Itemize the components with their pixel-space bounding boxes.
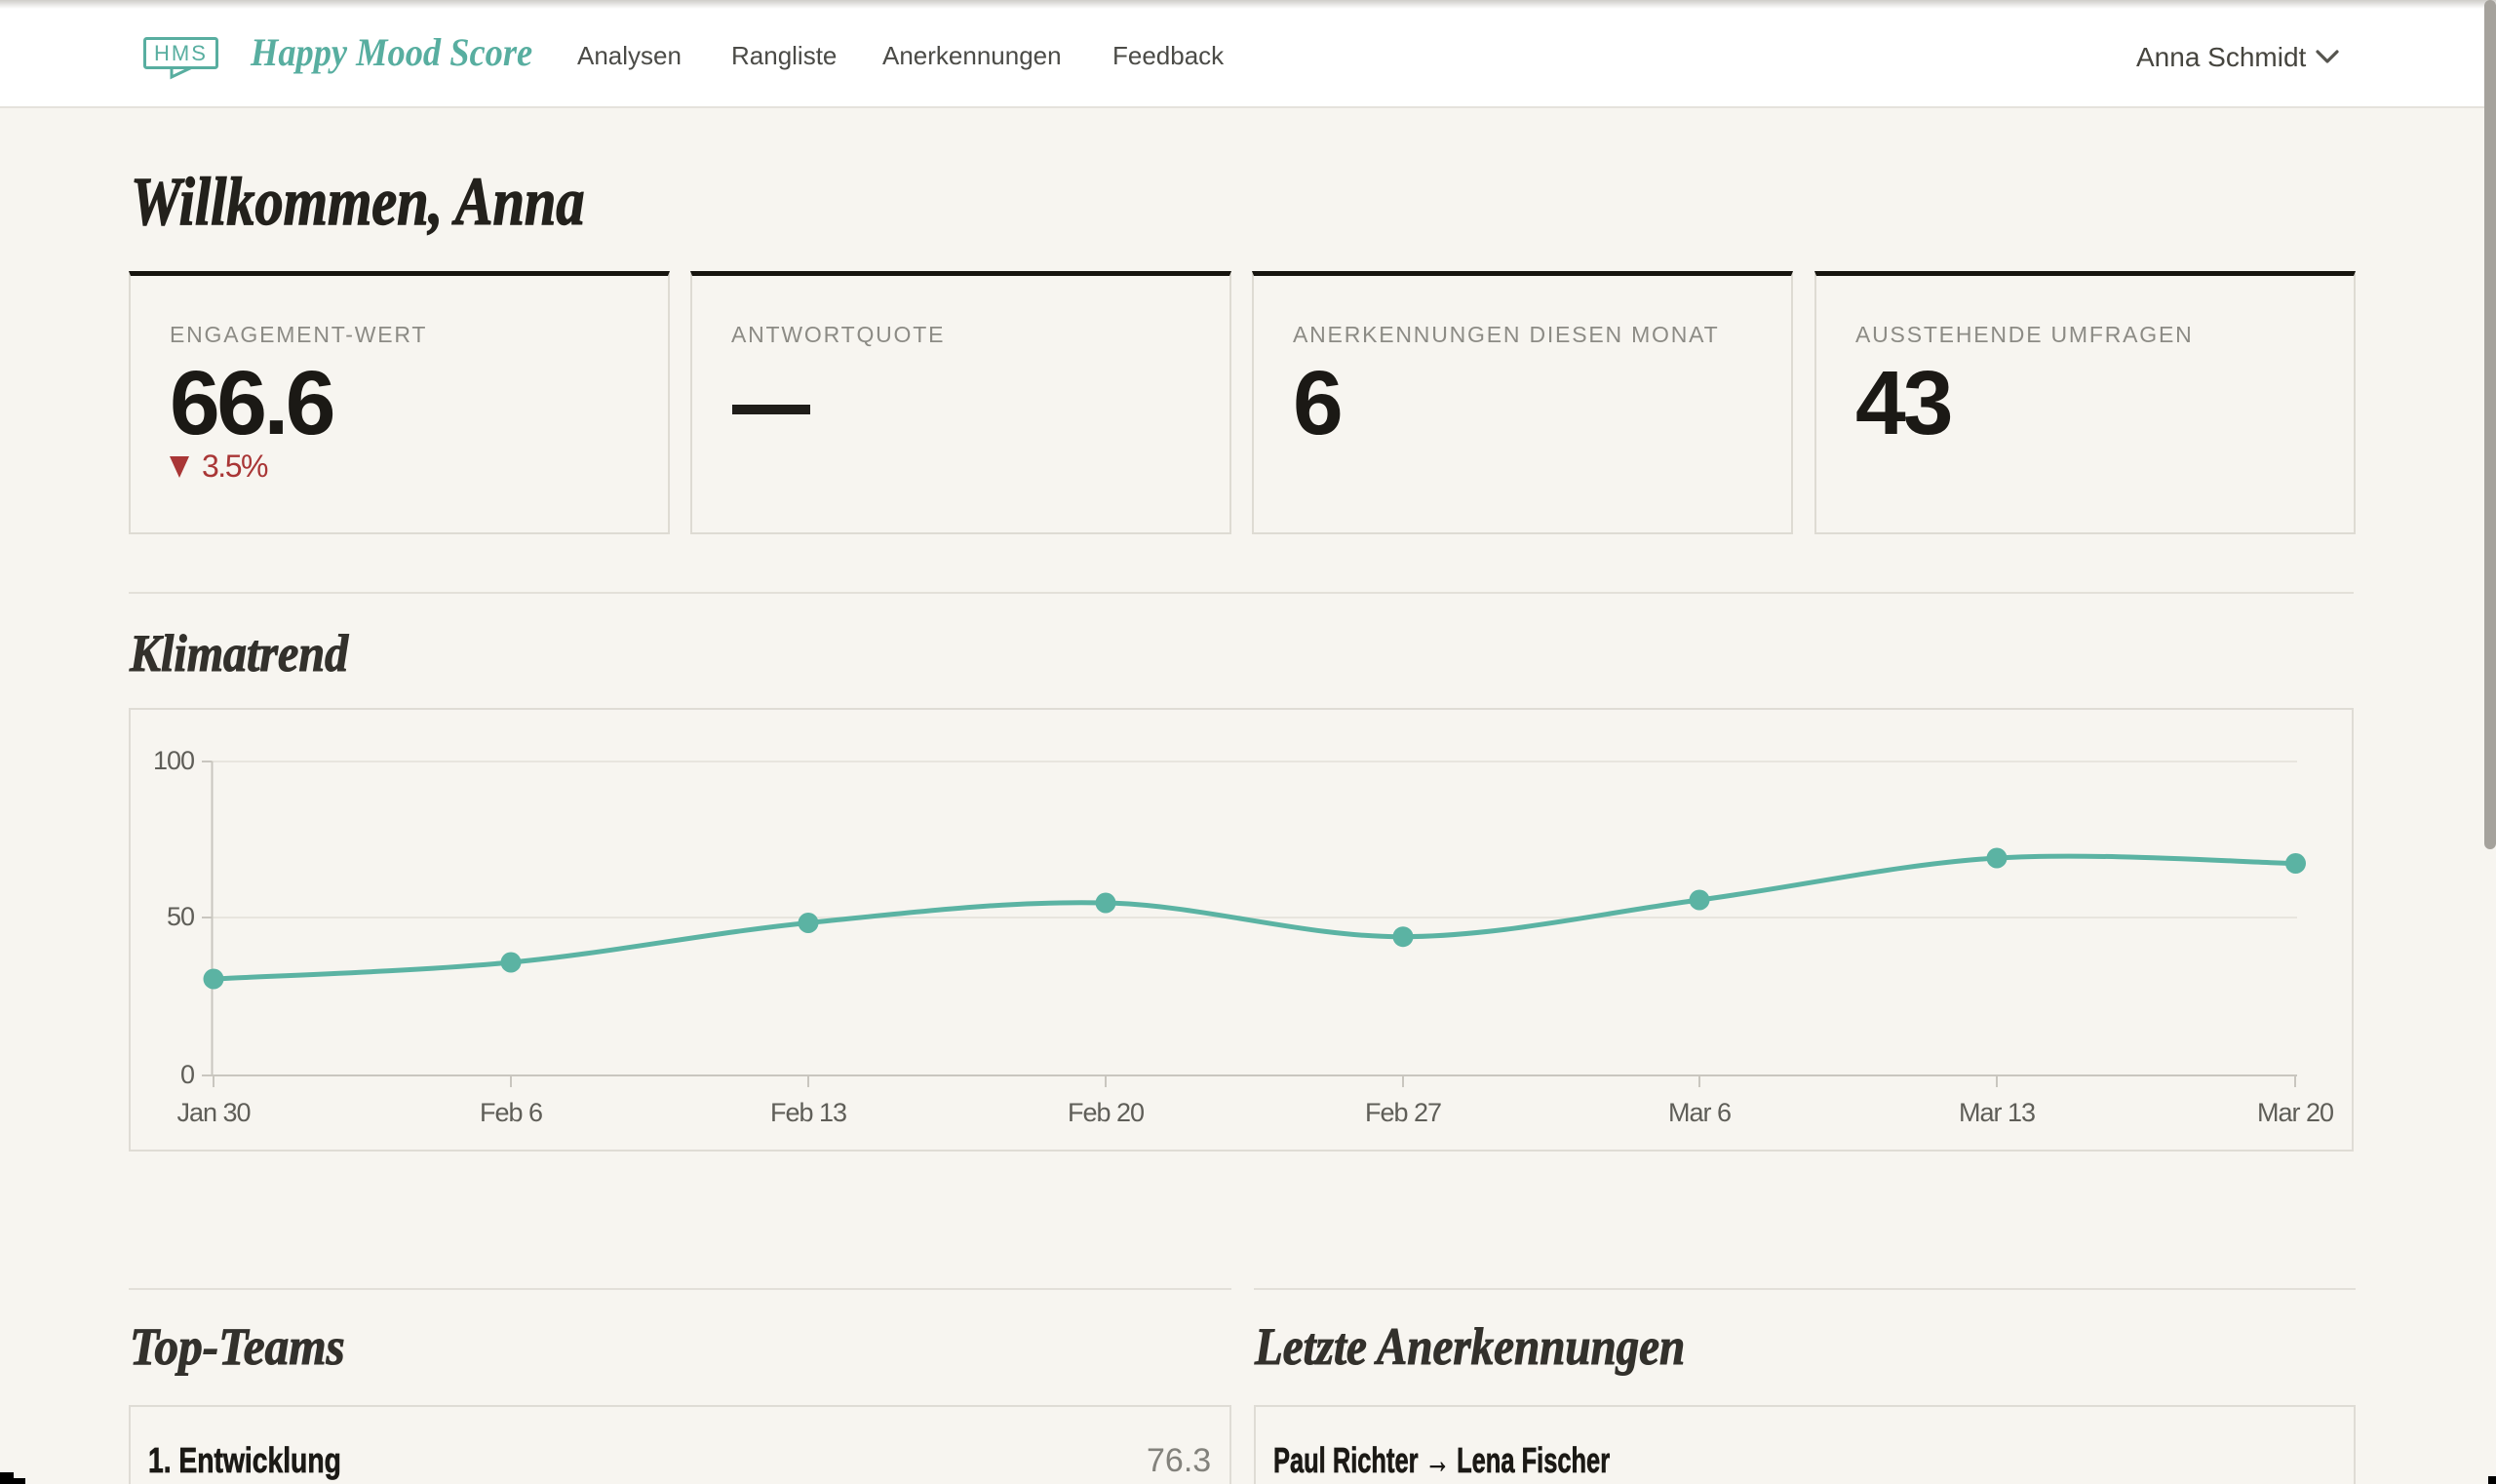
svg-text:HMS: HMS: [154, 41, 208, 65]
svg-text:50: 50: [167, 902, 194, 931]
svg-text:Feb 27: Feb 27: [1365, 1098, 1441, 1127]
svg-text:Mar 20: Mar 20: [2257, 1098, 2333, 1127]
svg-text:0: 0: [180, 1060, 194, 1089]
svg-text:Feb 6: Feb 6: [480, 1098, 542, 1127]
svg-text:Jan 30: Jan 30: [176, 1098, 250, 1127]
svg-text:100: 100: [153, 746, 194, 775]
svg-text:Mar 6: Mar 6: [1668, 1098, 1731, 1127]
svg-text:Feb 13: Feb 13: [770, 1098, 846, 1127]
svg-text:Feb 20: Feb 20: [1068, 1098, 1144, 1127]
svg-text:Mar 13: Mar 13: [1959, 1098, 2035, 1127]
